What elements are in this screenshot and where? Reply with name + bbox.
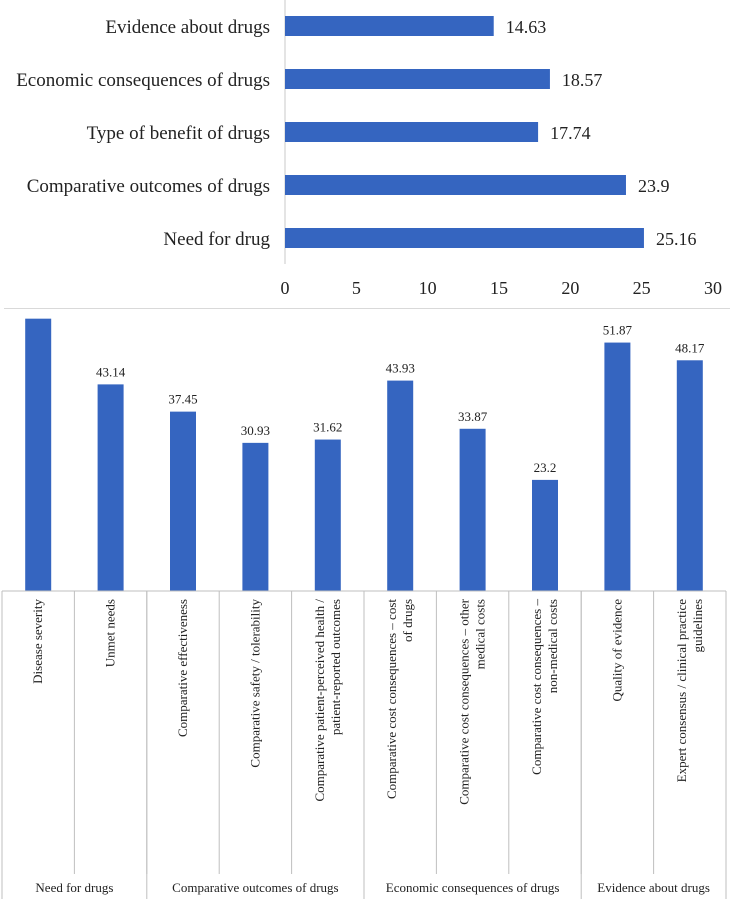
category-label-line: Comparative patient-perceived health / <box>312 599 327 802</box>
bar <box>314 439 341 591</box>
group-label: Need for drugs <box>35 880 113 895</box>
data-label: 30.93 <box>241 423 270 438</box>
category-label: Comparative patient-perceived health /pa… <box>312 599 343 802</box>
x-tick-label: 25 <box>633 278 651 298</box>
category-label: Economic consequences of drugs <box>16 70 270 91</box>
data-label: 23.2 <box>534 460 557 475</box>
category-label: Evidence about drugs <box>105 17 270 38</box>
x-tick-label: 15 <box>490 278 508 298</box>
category-label-line: guidelines <box>690 599 705 652</box>
category-label-line: non-medical costs <box>545 599 560 693</box>
bar <box>97 384 124 591</box>
x-tick-label: 10 <box>419 278 437 298</box>
category-label: Comparative cost consequences –non-medic… <box>529 599 560 775</box>
category-label: Comparative cost consequences – othermed… <box>457 598 488 804</box>
category-label-line: Disease severity <box>30 599 45 684</box>
category-label: Need for drug <box>163 229 270 250</box>
bar <box>532 479 558 591</box>
category-label: Type of benefit of drugs <box>87 123 270 144</box>
bar <box>676 360 703 591</box>
bar <box>285 228 644 248</box>
category-label: Comparative effectiveness <box>175 599 190 737</box>
bar <box>285 175 626 195</box>
category-label: Comparative cost consequences – costof d… <box>384 599 415 799</box>
group-label: Economic consequences of drugs <box>386 880 560 895</box>
bar <box>285 69 550 89</box>
data-label: 31.62 <box>313 420 342 435</box>
category-label-line: Comparative safety / tolerability <box>247 599 262 768</box>
bar <box>25 318 52 591</box>
chart-divider <box>4 308 730 309</box>
category-label-line: Comparative cost consequences – cost <box>384 599 399 799</box>
category-label: Comparative safety / tolerability <box>247 599 262 768</box>
category-label-line: Quality of evidence <box>609 599 624 702</box>
category-label-line: of drugs <box>400 599 415 642</box>
x-tick-label: 5 <box>352 278 361 298</box>
x-tick-label: 20 <box>561 278 579 298</box>
x-tick-label: 0 <box>281 278 290 298</box>
data-label: 43.93 <box>386 361 415 376</box>
category-label: Expert consensus / clinical practiceguid… <box>674 599 705 783</box>
bar <box>604 342 631 591</box>
top-horizontal-bar-chart: Evidence about drugs 14.63 Economic conseq… <box>16 0 722 298</box>
category-label-line: Comparative cost consequences – other <box>457 598 472 804</box>
category-label-line: Comparative effectiveness <box>175 599 190 737</box>
category-label: Comparative outcomes of drugs <box>27 176 270 197</box>
data-label: 33.87 <box>458 409 488 424</box>
data-label: 48.17 <box>675 340 705 355</box>
group-label: Evidence about drugs <box>597 880 710 895</box>
bar <box>285 122 539 142</box>
category-label-line: Comparative cost consequences – <box>529 599 544 775</box>
bar <box>170 411 196 591</box>
data-label: 23.9 <box>638 176 670 196</box>
bar <box>242 442 269 591</box>
category-label-line: medical costs <box>473 599 488 669</box>
data-label: 37.45 <box>168 392 197 407</box>
data-label: 25.16 <box>656 229 697 249</box>
x-tick-label: 30 <box>704 278 722 298</box>
category-label-line: Unmet needs <box>103 599 118 667</box>
category-label-line: patient-reported outcomes <box>328 599 343 735</box>
category-label: Quality of evidence <box>609 599 624 702</box>
data-label: 18.57 <box>562 70 603 90</box>
bar <box>387 380 414 591</box>
bar <box>459 428 486 591</box>
bar <box>285 16 494 36</box>
category-label-line: Expert consensus / clinical practice <box>674 599 689 783</box>
data-label: 43.14 <box>96 364 126 379</box>
bottom-vertical-bar-chart: 56.8643.1437.4530.9331.6243.9333.8723.25… <box>1 318 727 899</box>
data-label: 17.74 <box>550 123 591 143</box>
data-label: 51.87 <box>603 323 633 338</box>
group-label: Comparative outcomes of drugs <box>172 880 338 895</box>
data-label: 14.63 <box>506 17 546 37</box>
category-label: Unmet needs <box>103 599 118 667</box>
category-label: Disease severity <box>30 599 45 684</box>
